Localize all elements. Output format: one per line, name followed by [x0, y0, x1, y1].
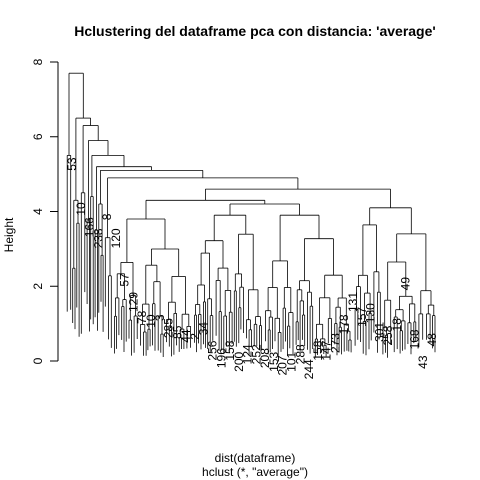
leaf-label: 130 — [364, 303, 378, 323]
x-axis-label: dist(dataframe) — [215, 451, 296, 465]
leaf-label: 57 — [118, 273, 132, 287]
leaf-label: 168 — [407, 329, 421, 349]
y-tick-label: 6 — [31, 133, 45, 140]
leaf-label: 10 — [144, 314, 158, 328]
leaf-label: 34 — [197, 322, 211, 336]
leaf-label: 178 — [337, 314, 351, 334]
leaf-label: 196 — [214, 348, 228, 368]
y-tick-label: 0 — [31, 357, 45, 364]
leaf-label: 120 — [109, 228, 123, 248]
chart-title: Hclustering del dataframe pca con distan… — [74, 23, 435, 39]
y-axis: 0 2 4 6 8 — [31, 58, 59, 364]
leaf-label: 238 — [91, 228, 105, 248]
dendrogram-tree — [66, 72, 436, 358]
leaf-label: 166 — [83, 217, 97, 237]
leaf-label: 124 — [241, 344, 255, 364]
leaf-label: 288 — [293, 344, 307, 364]
leaf-label: 252 — [249, 344, 263, 364]
leaf-label: 48 — [425, 333, 439, 347]
leaf-label: 18 — [390, 318, 404, 332]
chart-subtitle: hclust (*, "average") — [202, 465, 308, 479]
leaf-label: 147 — [320, 340, 334, 360]
y-tick-label: 8 — [31, 58, 45, 65]
leaf-label: 301 — [372, 322, 386, 342]
leaf-label: 43 — [416, 355, 430, 369]
leaf-label: 2 — [188, 333, 202, 340]
y-ticks: 0 2 4 6 8 — [31, 58, 58, 364]
leaf-label: 3 — [153, 314, 167, 321]
leaf-label: 285 — [162, 318, 176, 338]
leaf-label: 157 — [355, 307, 369, 327]
leaf-label: 273 — [328, 333, 342, 353]
leaf-label: 158 — [311, 340, 325, 360]
leaf-label: 101 — [285, 351, 299, 371]
leaf-label: 78 — [135, 310, 149, 324]
leaf-label: 256 — [206, 340, 220, 360]
leaf-label: 44 — [179, 329, 193, 343]
leaf-label: 49 — [399, 277, 413, 291]
leaf-label: 258 — [381, 325, 395, 345]
leaf-label: 244 — [302, 359, 316, 379]
y-tick-label: 4 — [31, 208, 45, 215]
leaf-label: 207 — [276, 355, 290, 375]
leaf-label: 129 — [127, 292, 141, 312]
leaf-label: 10 — [74, 202, 88, 216]
leaf-label: 131 — [346, 292, 360, 312]
leaf-label: 85 — [170, 325, 184, 339]
leaf-label: 158 — [223, 340, 237, 360]
leaf-label: 153 — [267, 351, 281, 371]
leaf-label: 8 — [100, 213, 114, 220]
leaf-label: 208 — [258, 348, 272, 368]
y-axis-label: Height — [2, 217, 16, 252]
leaf-labels: 5310166238812057129781032858544234256196… — [65, 157, 439, 379]
y-tick-label: 2 — [31, 283, 45, 290]
leaf-label: 200 — [232, 351, 246, 371]
leaf-label: 53 — [65, 157, 79, 171]
